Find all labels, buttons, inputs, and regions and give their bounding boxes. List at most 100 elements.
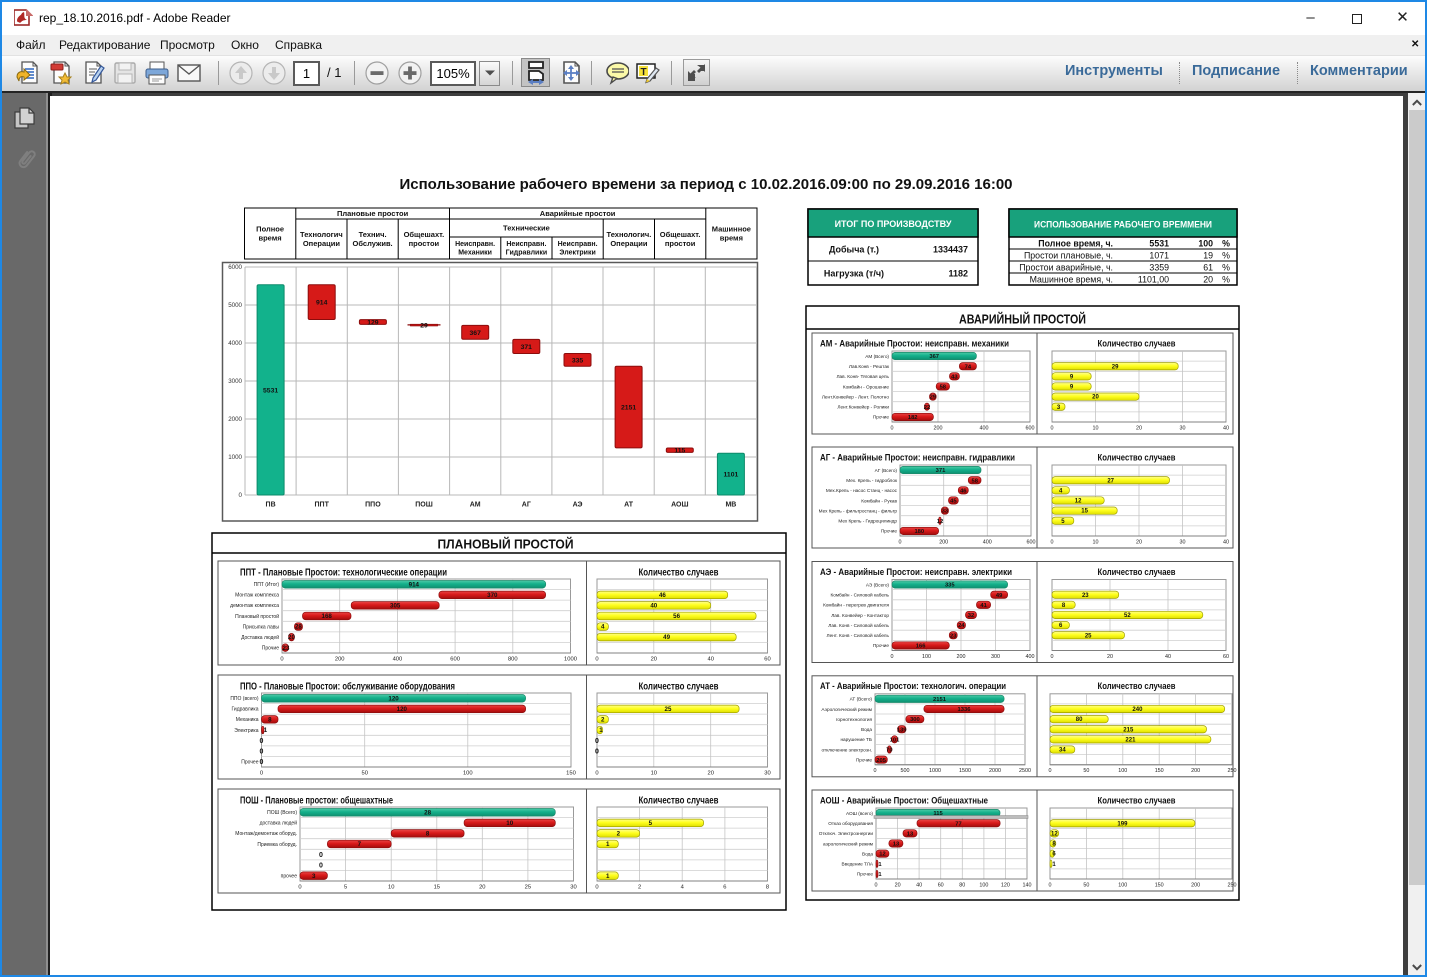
svg-text:0: 0 xyxy=(874,768,877,774)
svg-text:0: 0 xyxy=(239,492,243,499)
svg-text:ППО: ППО xyxy=(365,502,381,509)
svg-text:АОШ (всего): АОШ (всего) xyxy=(846,811,873,816)
svg-text:доставка людей: доставка людей xyxy=(260,820,298,827)
svg-text:2000: 2000 xyxy=(228,416,242,423)
svg-text:41: 41 xyxy=(980,603,987,609)
svg-text:Лав.Конв - Рештак: Лав.Конв - Рештак xyxy=(849,364,890,369)
svg-text:Введение ТЛА: Введение ТЛА xyxy=(842,862,874,867)
svg-text:20: 20 xyxy=(707,771,713,777)
svg-text:ПОШ - Плановые простои: общеша: ПОШ - Плановые простои: общешахтные xyxy=(240,795,393,807)
svg-text:2: 2 xyxy=(601,717,605,724)
svg-text:Лав. Конв - Силовой кабель: Лав. Конв - Силовой кабель xyxy=(828,622,889,628)
svg-text:200: 200 xyxy=(939,540,948,546)
svg-text:Технические: Технические xyxy=(503,224,550,233)
svg-text:13: 13 xyxy=(907,832,914,838)
svg-text:1334437: 1334437 xyxy=(933,245,968,255)
svg-text:ППТ - Плановые Простои: технол: ППТ - Плановые Простои: технологические … xyxy=(240,567,447,579)
svg-text:25: 25 xyxy=(525,885,531,891)
svg-text:ПОШ: ПОШ xyxy=(415,502,433,509)
svg-text:2151: 2151 xyxy=(621,405,636,412)
svg-text:ППО (всего): ППО (всего) xyxy=(230,696,259,702)
svg-text:8: 8 xyxy=(1052,842,1056,848)
svg-text:Общешахт.: Общешахт. xyxy=(660,230,701,239)
svg-text:30: 30 xyxy=(1180,540,1186,546)
svg-text:33: 33 xyxy=(942,509,949,515)
svg-text:АТ - Аварийные Простои: технол: АТ - Аварийные Простои: технологич. опер… xyxy=(820,681,1006,692)
svg-text:4: 4 xyxy=(601,624,605,631)
svg-text:0: 0 xyxy=(319,852,323,859)
svg-text:9: 9 xyxy=(1070,385,1074,391)
svg-text:914: 914 xyxy=(316,300,328,307)
svg-text:5531: 5531 xyxy=(1149,239,1169,249)
svg-text:0: 0 xyxy=(260,749,264,756)
svg-text:15: 15 xyxy=(434,885,440,891)
svg-text:199: 199 xyxy=(1117,821,1128,827)
svg-text:100: 100 xyxy=(922,654,931,660)
svg-text:40: 40 xyxy=(1165,654,1171,660)
svg-text:Простои аварийные, ч.: Простои аварийные, ч. xyxy=(1019,263,1113,273)
svg-text:2: 2 xyxy=(617,831,621,838)
svg-text:Прочие: Прочие xyxy=(881,529,898,534)
svg-text:%: % xyxy=(1222,251,1230,261)
svg-text:24: 24 xyxy=(958,623,965,629)
svg-text:28: 28 xyxy=(424,809,431,816)
svg-text:Неисправн.: Неисправн. xyxy=(506,241,546,248)
svg-text:1101: 1101 xyxy=(724,472,739,479)
svg-text:28: 28 xyxy=(295,624,302,631)
svg-text:10: 10 xyxy=(651,771,657,777)
svg-text:4: 4 xyxy=(681,885,685,891)
svg-text:150: 150 xyxy=(1155,883,1164,889)
svg-text:367: 367 xyxy=(929,354,939,360)
svg-text:Технологич.: Технологич. xyxy=(607,230,652,239)
svg-text:АГ - Аварийные Простои: неиспр: АГ - Аварийные Простои: неисправн. гидра… xyxy=(820,453,1015,464)
svg-text:20: 20 xyxy=(1092,395,1099,401)
svg-text:Прочие: Прочие xyxy=(873,643,890,648)
svg-text:Прочее: Прочее xyxy=(241,760,258,766)
svg-text:200: 200 xyxy=(1191,883,1200,889)
svg-text:20: 20 xyxy=(895,883,901,889)
svg-text:100: 100 xyxy=(1118,768,1127,774)
svg-text:Мех Крепь - Гидроцилиндр: Мех Крепь - Гидроцилиндр xyxy=(838,519,897,524)
svg-text:49: 49 xyxy=(663,634,670,641)
svg-text:1: 1 xyxy=(264,727,268,734)
svg-text:0: 0 xyxy=(1051,426,1054,432)
svg-text:Машинное время, ч.: Машинное время, ч. xyxy=(1030,275,1113,285)
svg-text:Количество случаев: Количество случаев xyxy=(1098,339,1176,350)
svg-text:1: 1 xyxy=(606,873,610,880)
svg-text:Машинное: Машинное xyxy=(712,225,751,234)
svg-text:8: 8 xyxy=(766,885,769,891)
svg-text:ППТ: ППТ xyxy=(315,502,330,509)
svg-text:Мех Крепь - фильтростанц - фил: Мех Крепь - фильтростанц - фильтр xyxy=(819,508,898,513)
svg-text:1: 1 xyxy=(878,872,882,878)
svg-text:600: 600 xyxy=(1026,426,1035,432)
svg-text:ПЛАНОВЫЙ ПРОСТОЙ: ПЛАНОВЫЙ ПРОСТОЙ xyxy=(438,537,574,552)
svg-text:Простои плановые, ч.: Простои плановые, ч. xyxy=(1024,251,1113,261)
svg-text:Количество случаев: Количество случаев xyxy=(639,682,719,693)
svg-text:5: 5 xyxy=(649,820,653,827)
svg-text:2151: 2151 xyxy=(933,697,947,703)
svg-text:250: 250 xyxy=(1228,768,1237,774)
svg-text:60: 60 xyxy=(1223,654,1229,660)
svg-text:0: 0 xyxy=(260,738,264,745)
svg-text:115: 115 xyxy=(674,448,685,455)
svg-text:Аварийные простои: Аварийные простои xyxy=(540,209,616,218)
svg-text:100: 100 xyxy=(1118,883,1127,889)
svg-text:40: 40 xyxy=(1223,426,1229,432)
svg-text:Электрика: Электрика xyxy=(234,728,259,734)
svg-text:АТ: АТ xyxy=(624,502,634,509)
svg-text:80: 80 xyxy=(1076,717,1083,723)
svg-text:0: 0 xyxy=(260,771,263,777)
svg-text:Операции: Операции xyxy=(303,239,341,248)
svg-text:Механики: Механики xyxy=(458,250,492,257)
svg-text:19: 19 xyxy=(1203,251,1213,261)
svg-text:Мех. Крепь - гидроблок: Мех. Крепь - гидроблок xyxy=(846,478,898,483)
svg-text:5: 5 xyxy=(344,885,347,891)
svg-text:60: 60 xyxy=(938,883,944,889)
svg-text:1182: 1182 xyxy=(948,269,968,279)
svg-text:0: 0 xyxy=(595,738,599,745)
svg-text:22: 22 xyxy=(924,405,930,411)
svg-text:367: 367 xyxy=(470,330,482,337)
svg-text:Комбайн - перегрев двигателя: Комбайн - перегрев двигателя xyxy=(823,602,889,608)
svg-text:2000: 2000 xyxy=(989,768,1001,774)
svg-text:29: 29 xyxy=(1112,364,1119,370)
